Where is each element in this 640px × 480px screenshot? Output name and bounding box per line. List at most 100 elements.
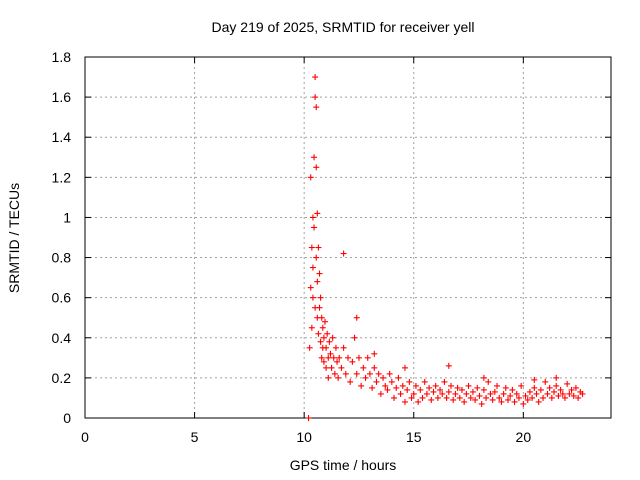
data-point — [338, 364, 345, 371]
data-point — [325, 354, 332, 361]
data-point — [465, 382, 472, 389]
data-point — [448, 382, 455, 389]
data-point — [566, 390, 573, 397]
data-point — [546, 384, 553, 391]
data-point — [317, 294, 324, 301]
axis-ticks: 0 0.2 0.4 0.6 0.8 1 1.2 1.4 1.6 1.8 0 5 10 15 20 — [52, 49, 611, 445]
data-point — [312, 74, 319, 81]
data-point — [454, 384, 461, 391]
data-point — [308, 324, 315, 331]
data-point — [485, 378, 492, 385]
data-point — [518, 382, 525, 389]
data-point — [474, 384, 481, 391]
data-point — [331, 370, 338, 377]
data-point — [458, 386, 465, 393]
data-point — [316, 304, 323, 311]
data-point — [445, 388, 452, 395]
data-point — [325, 374, 332, 381]
data-point — [371, 350, 378, 357]
data-point — [319, 324, 326, 331]
data-point — [489, 396, 496, 403]
data-point — [386, 370, 393, 377]
x-tick-label: 10 — [296, 429, 312, 445]
data-point — [307, 284, 314, 291]
data-point — [391, 394, 398, 401]
x-tick-label: 20 — [516, 429, 532, 445]
data-point — [526, 388, 533, 395]
data-point — [520, 400, 527, 407]
y-tick-label: 0 — [63, 410, 71, 426]
data-point — [320, 334, 327, 341]
data-point — [450, 396, 457, 403]
data-point — [323, 344, 330, 351]
data-point — [395, 374, 402, 381]
data-point — [318, 354, 325, 361]
data-point — [373, 378, 380, 385]
data-point — [366, 370, 373, 377]
data-point — [309, 264, 316, 271]
data-point — [559, 390, 566, 397]
y-tick-label: 0.6 — [52, 290, 72, 306]
data-point — [524, 396, 531, 403]
y-tick-label: 1.6 — [52, 89, 72, 105]
data-point — [351, 334, 358, 341]
data-point — [406, 378, 413, 385]
data-point — [531, 384, 538, 391]
data-point — [412, 382, 419, 389]
data-point — [353, 314, 360, 321]
data-point — [307, 174, 314, 181]
y-axis-label: SRMTID / TECUs — [6, 183, 22, 293]
data-point — [336, 354, 343, 361]
data-point — [480, 386, 487, 393]
y-tick-label: 1 — [63, 209, 71, 225]
grid-lines — [85, 57, 611, 418]
data-point — [316, 270, 323, 277]
data-point — [358, 382, 365, 389]
x-tick-label: 0 — [81, 429, 89, 445]
data-point — [443, 394, 450, 401]
data-point — [555, 392, 562, 399]
x-tick-label: 15 — [406, 429, 422, 445]
data-point — [483, 394, 490, 401]
data-point — [312, 94, 319, 101]
data-point — [579, 390, 586, 397]
data-point — [511, 398, 518, 405]
data-point — [313, 164, 320, 171]
data-point — [535, 398, 542, 405]
data-point — [452, 390, 459, 397]
data-point — [362, 374, 369, 381]
data-point — [408, 394, 415, 401]
data-point — [456, 394, 463, 401]
chart-title: Day 219 of 2025, SRMTID for receiver yel… — [212, 19, 475, 35]
data-point — [380, 374, 387, 381]
data-point — [340, 250, 347, 257]
data-point — [315, 330, 322, 337]
data-point — [472, 396, 479, 403]
data-point — [313, 254, 320, 261]
data-point — [345, 354, 351, 361]
data-point — [315, 244, 322, 251]
data-point — [415, 398, 422, 405]
data-point — [355, 354, 362, 361]
data-point — [342, 370, 349, 377]
y-tick-label: 0.4 — [52, 330, 72, 346]
data-point — [309, 294, 316, 301]
data-point — [434, 394, 441, 401]
data-point — [364, 354, 371, 361]
data-point — [335, 374, 342, 381]
data-point — [397, 390, 404, 397]
data-point — [467, 394, 474, 401]
data-point — [553, 382, 560, 389]
data-point — [377, 390, 384, 397]
y-tick-label: 0.8 — [52, 250, 72, 266]
data-point — [317, 338, 324, 345]
data-point — [401, 398, 408, 405]
data-point — [509, 386, 516, 393]
data-point — [544, 390, 551, 397]
data-point — [399, 382, 406, 389]
data-point — [564, 380, 571, 387]
data-point — [371, 364, 378, 371]
data-point — [496, 394, 503, 401]
data-point — [502, 384, 509, 391]
